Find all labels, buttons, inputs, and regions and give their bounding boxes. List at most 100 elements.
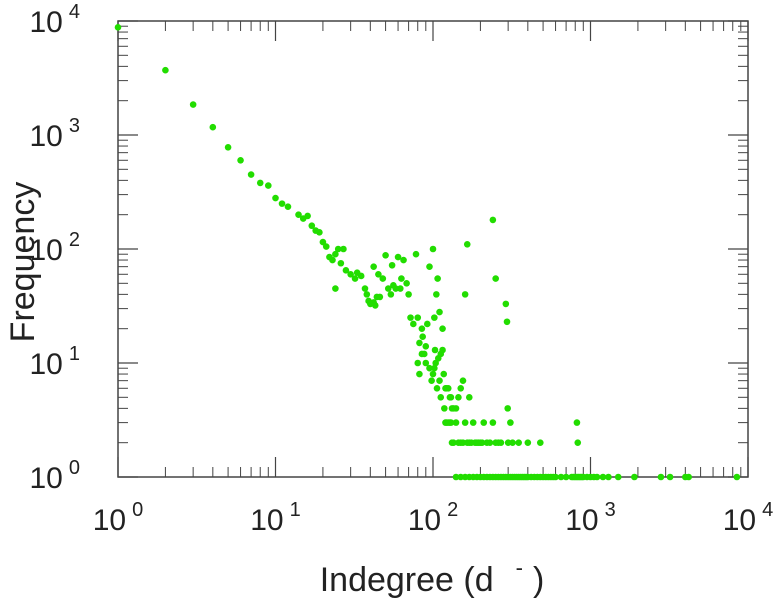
data-point	[426, 364, 433, 372]
data-point	[452, 473, 460, 481]
y-tick-label: 10 1	[30, 343, 81, 381]
x-tick-label-exponent: 4	[762, 499, 773, 521]
y-tick-label: 10 4	[30, 1, 81, 39]
data-point	[419, 333, 426, 341]
data-point	[441, 405, 448, 412]
minor-ticks	[118, 21, 748, 477]
data-point	[403, 280, 410, 287]
y-tick-label: 10 3	[30, 115, 81, 153]
data-point	[397, 285, 404, 292]
data-point	[478, 439, 486, 446]
y-tick-label-base: 10	[30, 6, 63, 39]
data-point	[347, 270, 354, 278]
data-point	[452, 405, 460, 412]
data-point	[434, 275, 441, 282]
data-point	[433, 291, 440, 298]
data-point	[412, 250, 420, 258]
data-point	[388, 261, 396, 269]
y-tick-label-base: 10	[30, 234, 63, 267]
data-point	[431, 346, 439, 354]
data-point	[329, 256, 336, 264]
data-point	[492, 275, 499, 282]
y-tick-label-exponent: 2	[69, 229, 80, 251]
data-point	[552, 473, 559, 481]
x-tick-label-base: 10	[723, 504, 756, 537]
data-point	[410, 320, 417, 328]
data-point	[657, 473, 665, 481]
data-point	[480, 419, 488, 426]
data-point	[469, 419, 477, 426]
data-point	[486, 439, 494, 446]
data-point	[316, 229, 323, 236]
data-point	[304, 212, 311, 220]
y-tick-labels: 10 0 10 1 10 2 10 3 10 4	[30, 1, 81, 495]
data-point	[536, 439, 544, 446]
data-point	[375, 270, 382, 278]
data-point	[400, 256, 407, 264]
data-point	[405, 291, 412, 298]
data-point	[685, 473, 692, 481]
y-tick-label-exponent: 3	[69, 115, 80, 137]
data-point	[332, 250, 339, 258]
y-tick-label-base: 10	[30, 462, 63, 495]
x-tick-label: 10 0	[93, 499, 144, 537]
data-point	[416, 339, 423, 347]
x-tick-label: 10 4	[723, 499, 774, 537]
data-point	[284, 203, 292, 210]
data-point	[593, 473, 601, 481]
data-point	[431, 364, 438, 372]
data-point	[422, 343, 430, 350]
y-tick-label-base: 10	[30, 348, 63, 381]
data-point	[387, 291, 395, 298]
data-point	[507, 419, 514, 426]
data-point	[342, 267, 350, 274]
data-point	[256, 179, 264, 187]
x-axis-title-suffix: )	[533, 561, 544, 599]
data-point	[557, 473, 565, 481]
data-point	[452, 419, 460, 426]
data-point	[272, 194, 279, 202]
data-point	[428, 377, 435, 384]
data-point	[295, 211, 302, 218]
data-point	[459, 377, 467, 384]
x-axis-title: Indegree (d -)	[320, 555, 545, 599]
data-point	[332, 285, 339, 292]
data-point	[439, 325, 446, 332]
y-tick-label-exponent: 0	[69, 457, 80, 479]
data-point	[278, 200, 286, 207]
data-point	[524, 439, 532, 446]
data-point	[414, 314, 422, 321]
x-tick-label: 10 1	[250, 499, 301, 537]
data-point	[447, 419, 455, 426]
data-point	[599, 473, 607, 481]
data-point	[489, 419, 497, 426]
data-point	[398, 275, 405, 282]
data-point	[340, 245, 347, 253]
data-point	[614, 473, 622, 481]
data-point	[503, 318, 511, 326]
data-point	[733, 473, 741, 481]
data-point	[414, 359, 422, 367]
data-point	[440, 370, 448, 378]
data-point	[422, 359, 430, 367]
data-point	[457, 384, 465, 392]
data-point	[436, 308, 443, 316]
x-tick-label-base: 10	[565, 504, 598, 537]
data-point	[224, 144, 232, 151]
x-axis-title-main: Indegree (d	[320, 561, 494, 599]
data-point	[574, 439, 582, 446]
x-tick-label-exponent: 0	[132, 499, 143, 521]
data-point	[370, 263, 377, 270]
data-point	[497, 439, 505, 446]
data-point	[461, 419, 469, 426]
x-tick-labels: 10 0 10 1 10 2 10 3 10 4	[93, 499, 774, 537]
y-tick-label-exponent: 1	[69, 343, 80, 365]
data-point	[434, 354, 442, 362]
data-point	[162, 66, 169, 74]
data-point	[319, 238, 327, 246]
data-point	[418, 325, 426, 332]
y-tick-label-exponent: 4	[69, 1, 80, 23]
data-point	[363, 291, 371, 298]
data-point	[392, 285, 400, 292]
